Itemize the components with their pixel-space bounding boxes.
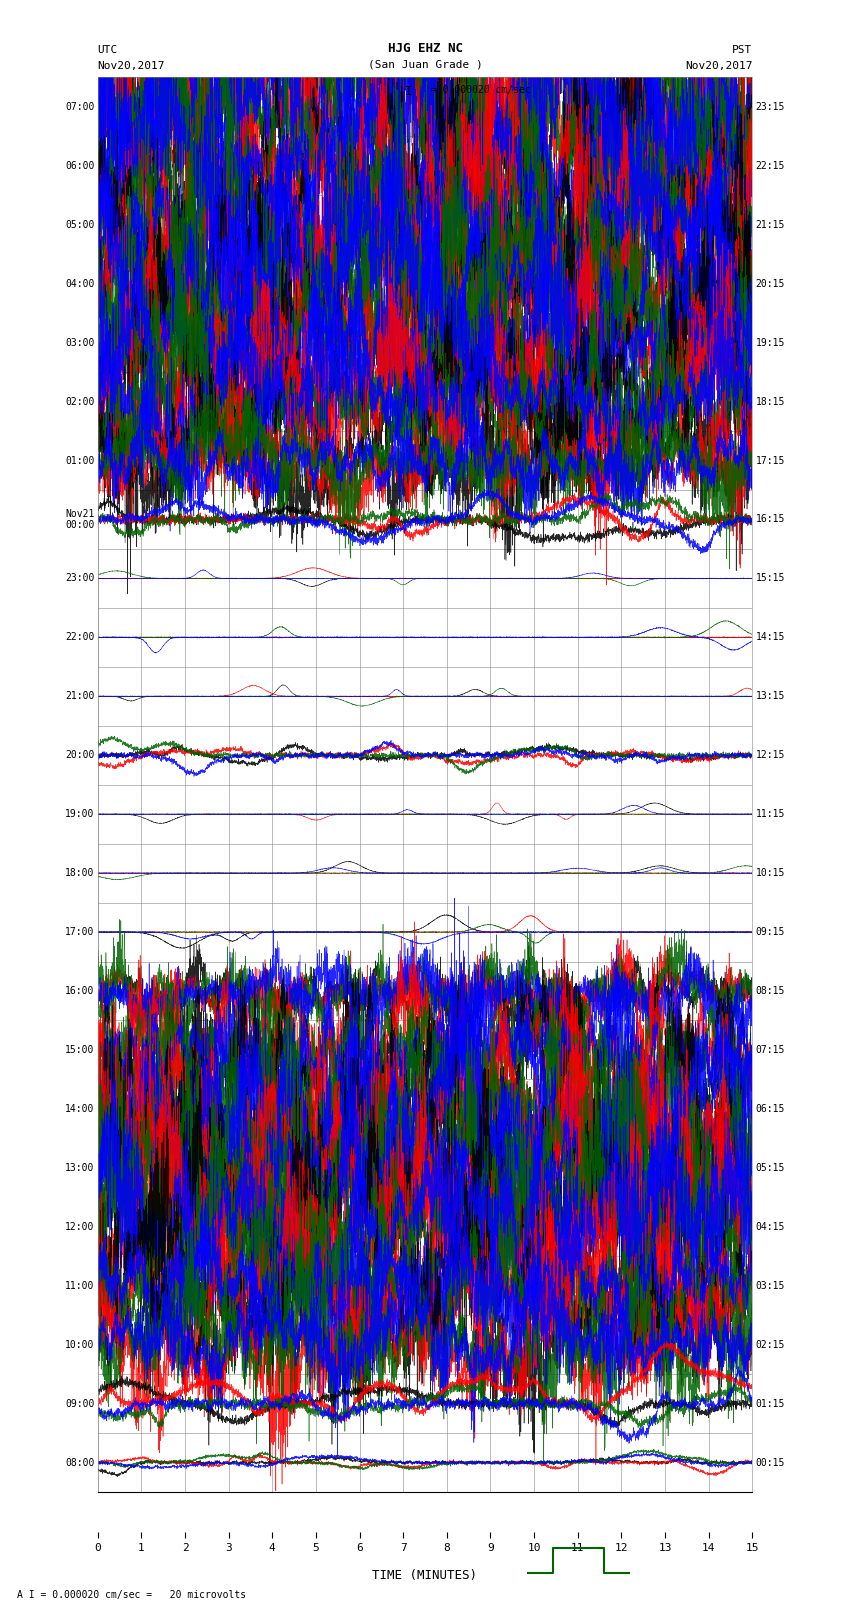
Text: 23:00: 23:00: [65, 574, 94, 584]
Text: UTC: UTC: [98, 45, 118, 55]
Text: PST: PST: [732, 45, 752, 55]
Text: Nov20,2017: Nov20,2017: [685, 61, 752, 71]
Text: 16:00: 16:00: [65, 986, 94, 995]
Text: 04:00: 04:00: [65, 279, 94, 289]
Text: 11:15: 11:15: [756, 810, 785, 819]
Text: 19:00: 19:00: [65, 810, 94, 819]
Text: 07:15: 07:15: [756, 1045, 785, 1055]
Text: 17:15: 17:15: [756, 455, 785, 466]
Text: 09:00: 09:00: [65, 1398, 94, 1408]
Text: I: I: [405, 85, 411, 98]
Text: 06:00: 06:00: [65, 161, 94, 171]
Text: 08:15: 08:15: [756, 986, 785, 995]
Text: 01:00: 01:00: [65, 455, 94, 466]
Text: 01:15: 01:15: [756, 1398, 785, 1408]
Text: 06:15: 06:15: [756, 1103, 785, 1115]
Text: 02:15: 02:15: [756, 1340, 785, 1350]
Text: 12:15: 12:15: [756, 750, 785, 760]
Text: 23:15: 23:15: [756, 102, 785, 111]
Text: 10:00: 10:00: [65, 1340, 94, 1350]
Text: 08:00: 08:00: [65, 1458, 94, 1468]
Text: 18:15: 18:15: [756, 397, 785, 406]
Text: = 0.000020 cm/sec: = 0.000020 cm/sec: [425, 85, 530, 95]
Text: 09:15: 09:15: [756, 927, 785, 937]
Text: 22:00: 22:00: [65, 632, 94, 642]
Text: 05:00: 05:00: [65, 219, 94, 229]
Text: 21:15: 21:15: [756, 219, 785, 229]
Text: 22:15: 22:15: [756, 161, 785, 171]
Text: 18:00: 18:00: [65, 868, 94, 877]
Text: 15:00: 15:00: [65, 1045, 94, 1055]
Text: 13:00: 13:00: [65, 1163, 94, 1173]
Text: Nov20,2017: Nov20,2017: [98, 61, 165, 71]
Text: 03:15: 03:15: [756, 1281, 785, 1290]
Text: 11:00: 11:00: [65, 1281, 94, 1290]
Text: HJG EHZ NC: HJG EHZ NC: [388, 42, 462, 55]
Text: 20:15: 20:15: [756, 279, 785, 289]
Text: 17:00: 17:00: [65, 927, 94, 937]
Text: 03:00: 03:00: [65, 337, 94, 348]
Text: 04:15: 04:15: [756, 1221, 785, 1232]
Text: A I = 0.000020 cm/sec =   20 microvolts: A I = 0.000020 cm/sec = 20 microvolts: [17, 1590, 246, 1600]
Text: 20:00: 20:00: [65, 750, 94, 760]
Text: 21:00: 21:00: [65, 692, 94, 702]
Text: 15:15: 15:15: [756, 574, 785, 584]
Text: 10:15: 10:15: [756, 868, 785, 877]
Text: 00:15: 00:15: [756, 1458, 785, 1468]
Text: 16:15: 16:15: [756, 515, 785, 524]
Text: 14:00: 14:00: [65, 1103, 94, 1115]
Text: (San Juan Grade ): (San Juan Grade ): [367, 60, 483, 69]
Text: TIME (MINUTES): TIME (MINUTES): [372, 1569, 478, 1582]
Text: 13:15: 13:15: [756, 692, 785, 702]
Text: Nov21
00:00: Nov21 00:00: [65, 508, 94, 531]
Text: 14:15: 14:15: [756, 632, 785, 642]
Text: 02:00: 02:00: [65, 397, 94, 406]
Text: 05:15: 05:15: [756, 1163, 785, 1173]
Text: 12:00: 12:00: [65, 1221, 94, 1232]
Text: 19:15: 19:15: [756, 337, 785, 348]
Text: 07:00: 07:00: [65, 102, 94, 111]
